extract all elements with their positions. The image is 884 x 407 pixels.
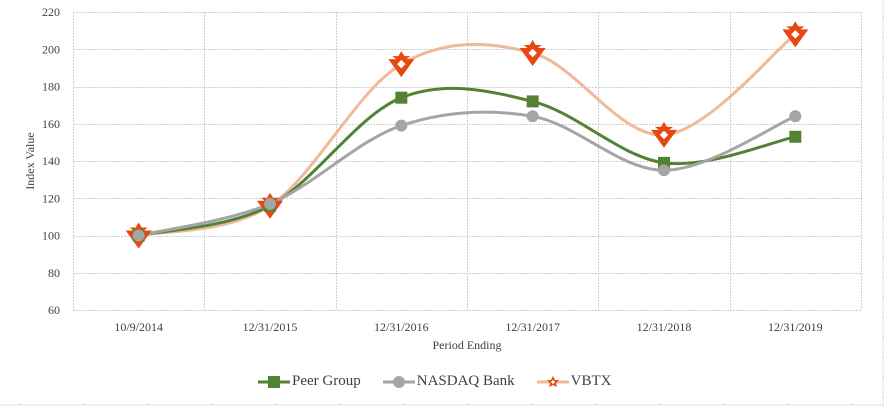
series-line-nasdaq-bank [137, 110, 797, 237]
y-tick-label: 60 [48, 303, 60, 317]
y-tick-label: 200 [42, 42, 60, 56]
data-point-circle [658, 164, 670, 177]
x-axis-tick-labels: 10/9/2014 12/31/2015 12/31/2016 12/31/2017 1… [114, 320, 822, 334]
data-point-square [526, 95, 539, 108]
data-point-circle [132, 229, 145, 242]
x-tick-label: 10/9/2014 [114, 320, 163, 334]
legend: Peer Group NASDAQ Bank VBTX [258, 373, 612, 390]
series-lines [125, 21, 809, 249]
y-tick-label: 160 [42, 117, 60, 131]
y-tick-label: 120 [42, 191, 60, 205]
x-tick-label: 12/31/2016 [374, 320, 429, 334]
data-point-square [395, 91, 408, 104]
legend-item-nasdaq-bank[interactable]: NASDAQ Bank [382, 373, 515, 390]
circle-marker-icon [382, 375, 415, 388]
x-tick-label: 12/31/2015 [243, 320, 298, 334]
series-line-peer-group [137, 86, 797, 237]
plot-gridlines [73, 12, 862, 311]
legend-label: Peer Group [292, 373, 361, 389]
data-point-circle [789, 110, 802, 123]
y-tick-label: 180 [42, 80, 60, 94]
data-point-star-triangle [782, 21, 809, 48]
square-marker-icon [258, 375, 290, 388]
data-point-star-triangle [519, 39, 546, 66]
y-tick-label: 220 [42, 5, 60, 19]
legend-label: VBTX [570, 373, 612, 389]
x-tick-label: 12/31/2018 [637, 320, 692, 334]
data-point-star-triangle [388, 51, 415, 78]
data-point-circle [395, 119, 408, 132]
y-tick-label: 80 [48, 266, 60, 280]
data-point-star-triangle [651, 121, 677, 148]
data-point-square [789, 130, 802, 143]
y-tick-label: 100 [42, 229, 60, 243]
x-tick-label: 12/31/2019 [768, 320, 823, 334]
x-tick-label: 12/31/2017 [505, 320, 560, 334]
y-axis-tick-labels: 60 80 100 120 140 160 180 200 220 [42, 5, 60, 317]
y-axis-title: Index Value [23, 132, 37, 189]
y-tick-label: 140 [42, 154, 60, 168]
x-axis-title: Period Ending [433, 338, 502, 352]
legend-label: NASDAQ Bank [416, 373, 515, 389]
data-point-circle [526, 110, 539, 123]
data-point-circle [264, 197, 276, 210]
legend-item-vbtx[interactable]: VBTX [536, 373, 612, 390]
star-marker-icon [536, 375, 569, 387]
legend-item-peer-group[interactable]: Peer Group [258, 373, 361, 390]
